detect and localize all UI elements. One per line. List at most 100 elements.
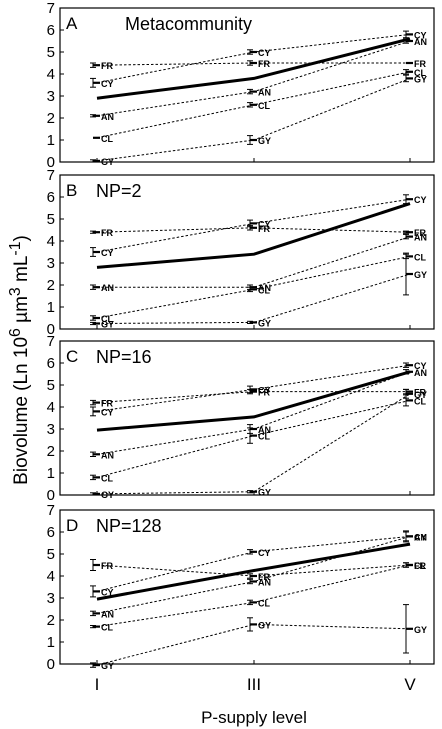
y-tick-label: 6: [47, 524, 55, 541]
series-line-gy: [96, 623, 411, 666]
y-tick-label: 1: [47, 299, 55, 316]
data-label-cl: CL: [101, 134, 113, 144]
data-label-fr: FR: [414, 388, 426, 398]
data-label-an: AN: [414, 37, 427, 47]
series-line-fr: [96, 62, 410, 66]
data-label-cl: CL: [101, 314, 113, 324]
data-label-cy: CY: [258, 548, 271, 558]
data-label-cy: CY: [414, 361, 427, 371]
panel-title: NP=16: [96, 347, 152, 367]
y-tick-label: 6: [47, 355, 55, 372]
data-label-gy: GY: [414, 625, 427, 635]
data-label-gy: GY: [258, 136, 271, 146]
data-label-an: AN: [258, 88, 271, 98]
y-tick-label: 2: [47, 277, 55, 294]
data-label-gy: GY: [258, 318, 271, 328]
y-tick-label: 3: [47, 255, 55, 272]
data-label-fr: FR: [258, 572, 270, 582]
series-line-fr: [96, 564, 411, 577]
y-tick-label: 4: [47, 66, 55, 83]
y-tick-label: 3: [47, 88, 55, 105]
mean-line: [96, 370, 411, 432]
data-label-fr: FR: [101, 61, 113, 71]
y-axis-title-sup-3: 3: [6, 287, 24, 297]
y-tick-label: 1: [47, 132, 55, 149]
y-tick-label: 1: [47, 465, 55, 482]
data-label-an: AN: [258, 578, 271, 588]
data-label-cy: CY: [101, 248, 114, 258]
data-label-cl: CL: [258, 598, 270, 608]
data-label-cy: CY: [414, 532, 427, 542]
data-label-gy: GY: [101, 157, 114, 167]
y-axis-title-sup-neg1: -1: [6, 241, 24, 256]
y-axis-title-mid2: mL: [11, 255, 33, 288]
data-label-gy: GY: [258, 488, 271, 498]
plot-frame: [59, 509, 435, 665]
y-tick-label: 0: [47, 487, 55, 504]
data-label-cl: CL: [101, 473, 113, 483]
panel-letter: A: [66, 14, 78, 33]
y-tick-label: 0: [47, 656, 55, 673]
data-label-fr: FR: [101, 228, 113, 238]
y-tick-label: 4: [47, 568, 55, 585]
data-label-cy: CY: [258, 385, 271, 395]
data-label-an: AN: [101, 112, 114, 122]
plot-frame: [59, 7, 435, 163]
y-axis-title-mid: µm: [11, 296, 33, 329]
series-line-gy: [96, 273, 411, 324]
y-tick-label: 7: [47, 333, 55, 350]
data-label-fr: FR: [414, 59, 426, 69]
panel-title: NP=128: [96, 516, 162, 536]
data-label-fr: FR: [414, 561, 426, 571]
x-tick-label: III: [247, 675, 261, 694]
mean-line: [96, 542, 411, 601]
data-label-an: AN: [414, 532, 427, 542]
data-label-cy: CY: [258, 219, 271, 229]
y-tick-label: 4: [47, 233, 55, 250]
x-tick-label: I: [95, 675, 100, 694]
y-tick-label: 3: [47, 590, 55, 607]
data-label-fr: FR: [101, 561, 113, 571]
data-label-gy: GY: [258, 620, 271, 630]
y-tick-label: 7: [47, 502, 55, 519]
data-label-fr: FR: [258, 224, 270, 234]
data-label-gy: GY: [414, 74, 427, 84]
y-axis-title-sup-6: 6: [6, 328, 24, 337]
y-tick-label: 0: [47, 321, 55, 338]
y-tick-label: 5: [47, 44, 55, 61]
panel-letter: C: [66, 347, 78, 366]
data-label-cl: CL: [414, 68, 426, 78]
data-label-an: AN: [258, 283, 271, 293]
plot-frame: [59, 340, 435, 496]
y-tick-label: 6: [47, 22, 55, 39]
data-label-cl: CL: [414, 252, 426, 262]
data-label-fr: FR: [258, 388, 270, 398]
data-label-an: AN: [414, 368, 427, 378]
y-tick-label: 7: [47, 167, 55, 184]
y-tick-label: 5: [47, 546, 55, 563]
panel-title: NP=2: [96, 181, 142, 201]
panel-title: Metacommunity: [125, 14, 252, 34]
data-label-an: AN: [101, 609, 114, 619]
data-label-cl: CL: [258, 432, 270, 442]
data-label-cl: CL: [414, 561, 426, 571]
y-tick-label: 3: [47, 421, 55, 438]
plot-frame: [59, 174, 435, 330]
series-line-fr: [96, 227, 411, 233]
data-label-an: AN: [101, 450, 114, 460]
y-axis-title: Biovolume (Ln 106 µm3 mL-1): [7, 235, 33, 485]
series-line-cl: [96, 399, 411, 478]
data-label-cy: CY: [414, 195, 427, 205]
data-label-gy: GY: [101, 320, 114, 330]
y-tick-label: 2: [47, 612, 55, 629]
data-label-gy: GY: [414, 390, 427, 400]
data-label-cl: CL: [101, 623, 113, 633]
y-tick-label: 2: [47, 443, 55, 460]
data-label-cy: CY: [101, 407, 114, 417]
series-line-cy: [96, 33, 411, 84]
